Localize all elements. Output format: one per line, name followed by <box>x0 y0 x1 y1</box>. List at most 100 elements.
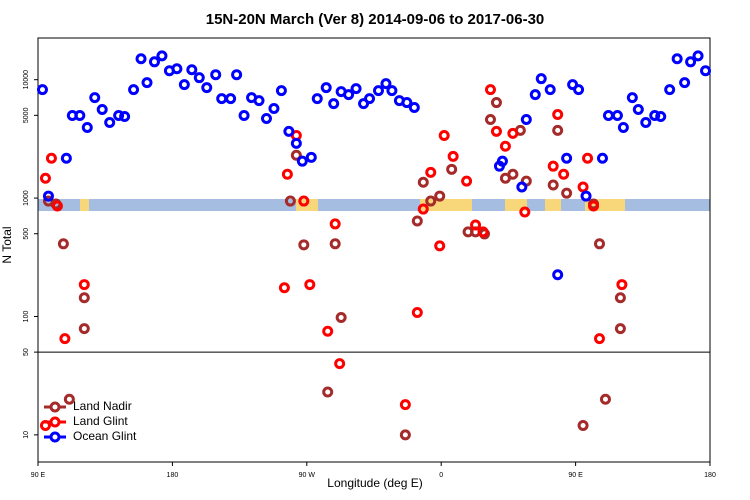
point <box>89 92 101 104</box>
point <box>552 269 564 281</box>
point <box>78 292 90 304</box>
point <box>632 104 644 116</box>
point <box>617 121 629 133</box>
point <box>329 218 341 230</box>
point <box>577 181 589 193</box>
y-tick-label: 500 <box>23 228 30 240</box>
point <box>304 279 316 291</box>
point <box>496 155 508 167</box>
point <box>692 50 704 62</box>
ocean-band <box>38 199 710 211</box>
point <box>411 215 423 227</box>
point <box>45 152 57 164</box>
point <box>380 78 392 90</box>
point <box>298 195 310 207</box>
legend-symbol <box>49 431 61 443</box>
legend-symbol <box>49 416 61 428</box>
point <box>113 110 125 122</box>
point <box>290 149 302 161</box>
point <box>275 85 287 97</box>
point <box>561 152 573 164</box>
legend-symbol <box>49 401 61 413</box>
point <box>582 152 594 164</box>
point <box>322 325 334 337</box>
point <box>507 168 519 180</box>
point <box>51 200 63 212</box>
point <box>284 195 296 207</box>
point <box>283 125 295 137</box>
x-tick-label: 90 E <box>568 472 583 479</box>
point <box>39 172 51 184</box>
point <box>364 93 376 105</box>
point <box>599 393 611 405</box>
point <box>210 69 222 81</box>
land-patch <box>80 199 89 211</box>
point <box>148 56 160 68</box>
point <box>438 129 450 141</box>
point <box>649 110 661 122</box>
point <box>320 82 332 94</box>
point <box>547 160 559 172</box>
y-axis-label: N Total <box>0 226 14 263</box>
point <box>417 203 429 215</box>
point <box>350 83 362 95</box>
point <box>81 121 93 133</box>
legend-label: Land Glint <box>73 414 128 428</box>
point <box>614 323 626 335</box>
legend-label: Ocean Glint <box>73 429 137 443</box>
point <box>507 127 519 139</box>
point <box>298 239 310 251</box>
x-tick-label: 180 <box>167 472 179 479</box>
point <box>225 93 237 105</box>
point <box>700 65 712 77</box>
point <box>60 152 72 164</box>
point <box>655 110 667 122</box>
point <box>186 64 198 76</box>
point <box>104 116 116 128</box>
point <box>561 187 573 199</box>
point <box>640 116 652 128</box>
point <box>588 200 600 212</box>
point <box>685 56 697 68</box>
point <box>552 109 564 121</box>
point <box>671 53 683 65</box>
point <box>484 114 496 126</box>
point <box>577 419 589 431</box>
point <box>552 124 564 136</box>
point <box>417 176 429 188</box>
point <box>401 97 413 109</box>
point <box>386 85 398 97</box>
point <box>57 238 69 250</box>
point <box>281 168 293 180</box>
point <box>135 53 147 65</box>
point <box>484 84 496 96</box>
point <box>311 93 323 105</box>
point <box>547 179 559 191</box>
point <box>519 206 531 218</box>
point <box>74 110 86 122</box>
point <box>596 152 608 164</box>
point <box>520 114 532 126</box>
point <box>679 77 691 89</box>
point <box>78 279 90 291</box>
point <box>593 333 605 345</box>
point <box>63 393 75 405</box>
point <box>614 292 626 304</box>
point <box>216 93 228 105</box>
point <box>399 399 411 411</box>
x-tick-label: 180 <box>704 472 716 479</box>
chart-title: 15N-20N March (Ver 8) 2014-09-06 to 2017… <box>206 11 545 28</box>
y-tick-label: 100 <box>23 311 30 323</box>
point <box>372 85 384 97</box>
legend-label: Land Nadir <box>73 399 132 413</box>
point <box>278 282 290 294</box>
point <box>193 72 205 84</box>
point <box>477 226 489 238</box>
land-patch <box>545 199 561 211</box>
point <box>602 110 614 122</box>
plot-frame <box>37 37 711 463</box>
point <box>334 358 346 370</box>
point <box>253 95 265 107</box>
point <box>411 307 423 319</box>
point <box>544 84 556 96</box>
